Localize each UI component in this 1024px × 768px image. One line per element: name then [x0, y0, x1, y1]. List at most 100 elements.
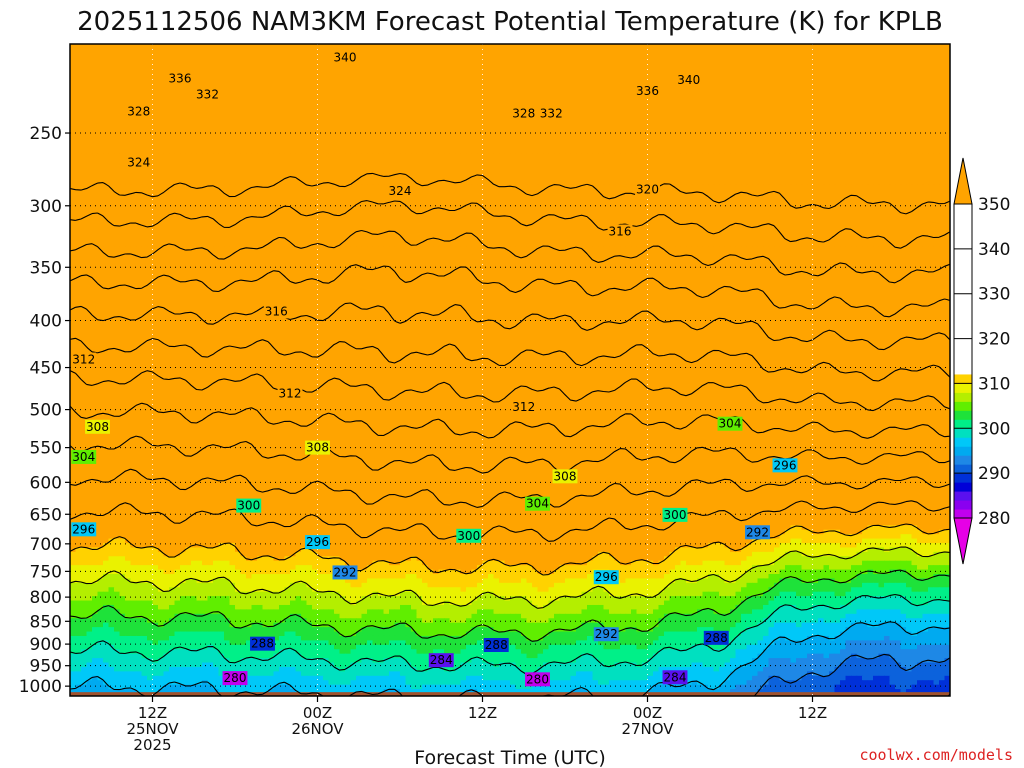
- theta-cell: [884, 153, 891, 159]
- theta-cell: [576, 126, 583, 132]
- theta-cell: [488, 73, 495, 79]
- theta-cell: [823, 131, 830, 137]
- theta-cell: [873, 131, 880, 137]
- theta-cell: [851, 157, 858, 163]
- theta-cell: [515, 100, 522, 106]
- theta-cell: [411, 113, 418, 119]
- theta-cell: [917, 135, 924, 141]
- theta-cell: [526, 148, 533, 155]
- theta-cell: [455, 113, 462, 119]
- theta-cell: [911, 51, 918, 57]
- theta-cell: [576, 95, 583, 101]
- theta-cell: [416, 135, 423, 141]
- theta-cell: [114, 109, 121, 115]
- theta-cell: [455, 126, 462, 132]
- theta-cell: [900, 157, 907, 163]
- theta-cell: [103, 140, 110, 146]
- theta-cell: [895, 95, 902, 101]
- theta-cell: [405, 91, 412, 97]
- theta-cell: [735, 162, 742, 168]
- theta-cell: [922, 56, 929, 62]
- theta-cell: [295, 51, 302, 57]
- theta-cell: [895, 73, 902, 79]
- theta-cell: [598, 95, 605, 101]
- theta-cell: [229, 95, 236, 101]
- theta-cell: [790, 126, 797, 132]
- theta-cell: [202, 69, 209, 75]
- theta-cell: [488, 104, 495, 110]
- theta-cell: [664, 157, 671, 163]
- theta-cell: [818, 144, 825, 150]
- theta-cell: [130, 126, 137, 132]
- theta-cell: [433, 82, 440, 88]
- theta-cell: [196, 162, 203, 168]
- theta-cell: [681, 38, 687, 43]
- theta-cell: [768, 113, 775, 119]
- theta-cell: [273, 82, 280, 88]
- theta-cell: [603, 140, 610, 146]
- theta-cell: [152, 51, 159, 57]
- theta-cell: [653, 56, 660, 62]
- theta-cell: [219, 38, 225, 43]
- theta-cell: [114, 122, 121, 128]
- theta-cell: [922, 153, 929, 159]
- theta-cell: [273, 140, 280, 146]
- theta-cell: [708, 60, 715, 66]
- theta-cell: [444, 51, 451, 57]
- theta-cell: [917, 87, 924, 93]
- theta-cell: [658, 56, 665, 62]
- theta-cell: [229, 82, 236, 88]
- theta-cell: [372, 126, 379, 132]
- theta-cell: [86, 47, 93, 53]
- theta-cell: [697, 51, 704, 57]
- theta-cell: [526, 166, 533, 172]
- theta-cell: [466, 82, 473, 88]
- theta-cell: [119, 140, 126, 146]
- theta-cell: [614, 91, 621, 97]
- theta-cell: [757, 64, 764, 70]
- theta-cell: [857, 38, 863, 43]
- theta-cell: [746, 47, 753, 53]
- theta-cell: [631, 126, 638, 132]
- theta-cell: [570, 166, 577, 172]
- theta-cell: [400, 51, 407, 57]
- theta-cell: [686, 162, 693, 168]
- theta-cell: [647, 100, 654, 106]
- theta-cell: [284, 126, 291, 132]
- theta-cell: [565, 100, 572, 106]
- theta-cell: [301, 56, 308, 62]
- theta-cell: [493, 44, 500, 48]
- theta-cell: [235, 91, 242, 97]
- theta-cell: [631, 38, 637, 43]
- theta-cell: [367, 144, 374, 150]
- theta-cell: [944, 122, 950, 128]
- theta-cell: [378, 64, 385, 70]
- theta-cell: [741, 60, 748, 66]
- theta-cell: [108, 157, 115, 163]
- theta-cell: [856, 100, 863, 106]
- theta-cell: [130, 118, 137, 124]
- theta-cell: [169, 131, 176, 137]
- theta-cell: [735, 118, 742, 124]
- theta-cell: [97, 104, 104, 110]
- theta-cell: [928, 153, 935, 159]
- theta-cell: [169, 44, 176, 48]
- theta-cell: [774, 113, 781, 119]
- theta-cell: [180, 144, 187, 150]
- theta-cell: [570, 157, 577, 163]
- theta-cell: [433, 91, 440, 97]
- theta-cell: [763, 91, 770, 97]
- theta-cell: [548, 131, 555, 137]
- theta-cell: [345, 131, 352, 137]
- theta-cell: [521, 95, 528, 101]
- theta-cell: [510, 162, 517, 168]
- theta-cell: [735, 109, 742, 115]
- theta-cell: [158, 73, 165, 79]
- theta-cell: [152, 44, 159, 48]
- theta-cell: [334, 126, 341, 132]
- theta-cell: [763, 140, 770, 146]
- theta-cell: [669, 148, 676, 155]
- theta-cell: [290, 47, 297, 53]
- theta-cell: [592, 135, 599, 141]
- theta-cell: [438, 44, 445, 48]
